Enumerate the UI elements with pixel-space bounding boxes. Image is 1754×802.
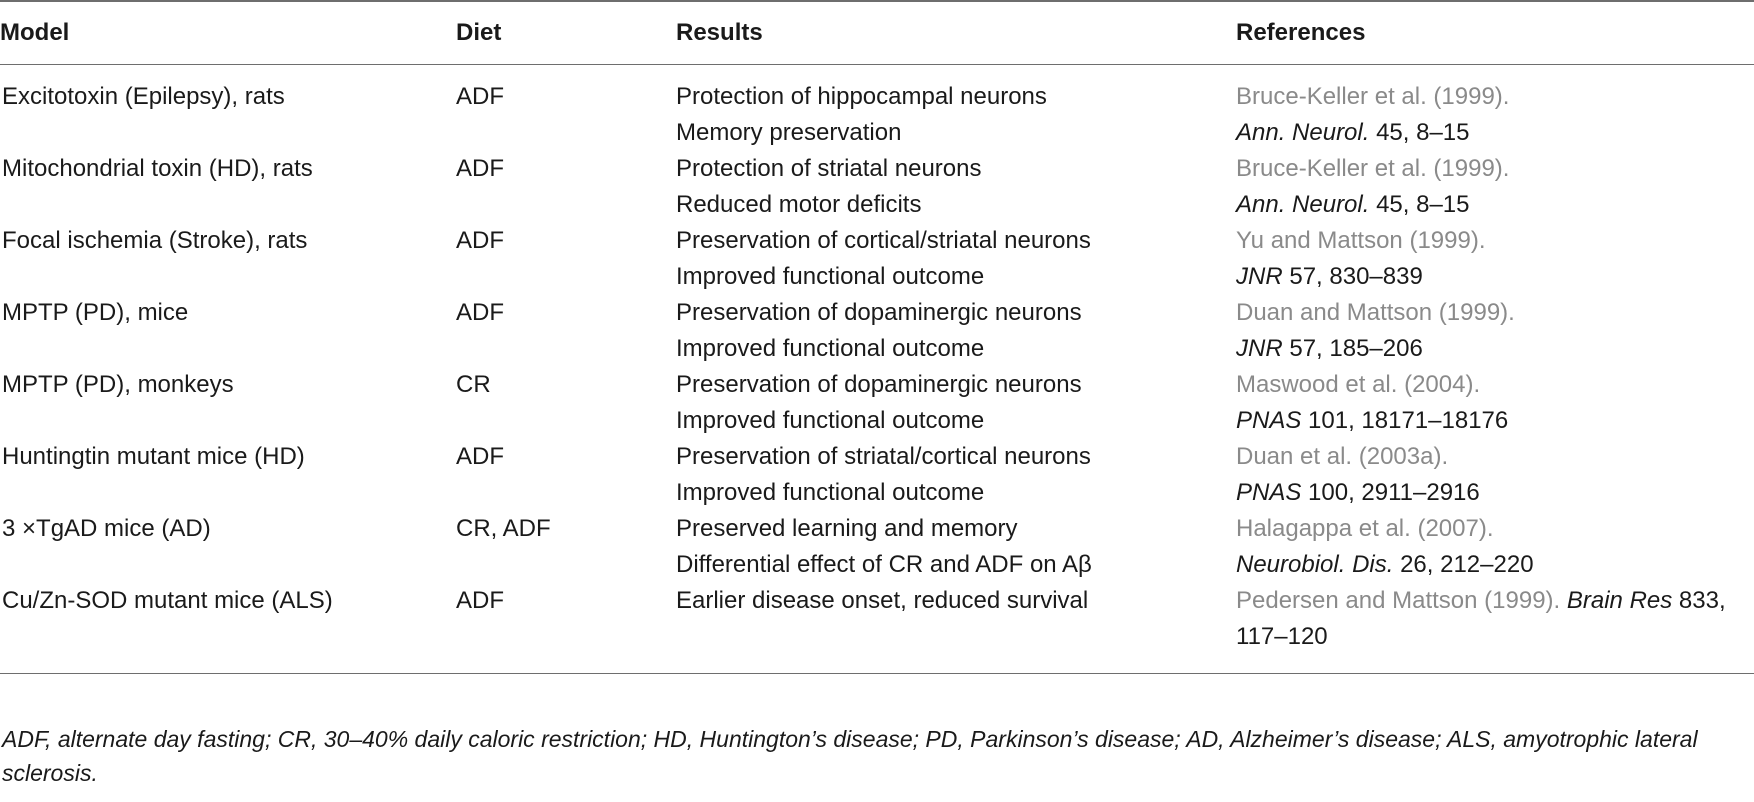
table-row: MPTP (PD), monkeys CR Preservation of dopa… xyxy=(0,367,1754,439)
diet-cell: ADF xyxy=(456,299,504,326)
journal-name: JNR xyxy=(1236,335,1283,362)
result-line: Protection of hippocampal neurons xyxy=(676,83,1047,110)
model-cell: MPTP (PD), mice xyxy=(2,299,189,326)
table-row: MPTP (PD), mice ADF Preservation of dopami… xyxy=(0,295,1754,367)
diet-cell: CR, ADF xyxy=(456,515,551,542)
reference-authors: Duan et al. (2003a). xyxy=(1236,443,1449,470)
result-line: Preservation of cortical/striatal neuron… xyxy=(676,227,1091,254)
table-row: Excitotoxin (Epilepsy), rats ADF Protectio… xyxy=(0,79,1754,151)
reference-authors: Pedersen and Mattson (1999). xyxy=(1236,587,1561,614)
journal-name: PNAS xyxy=(1236,479,1302,506)
result-line: Preservation of dopaminergic neurons xyxy=(676,299,1082,326)
reference-authors: Maswood et al. (2004). xyxy=(1236,371,1481,398)
diet-cell: ADF xyxy=(456,583,676,674)
results-cell: Preservation of dopaminergic neurons Impr… xyxy=(676,367,1236,439)
journal-details: 26, 212–220 xyxy=(1393,551,1534,578)
results-cell: Protection of hippocampal neurons Memory … xyxy=(676,79,1236,151)
journal-details: 101, 18171–18176 xyxy=(1301,407,1509,434)
reference-authors: Bruce-Keller et al. (1999). xyxy=(1236,155,1510,182)
reference-cell: Maswood et al. (2004). PNAS 101, 18171–18… xyxy=(1236,367,1754,439)
reference-journal-line: JNR 57, 185–206 xyxy=(1236,331,1754,367)
data-table: Model Diet Results References Excitotoxi… xyxy=(0,0,1754,674)
reference-cell: Pedersen and Mattson (1999). Brain Res 8… xyxy=(1236,583,1754,674)
result-line: Memory preservation xyxy=(676,119,902,146)
results-cell: Protection of striatal neurons Reduced mo… xyxy=(676,151,1236,223)
reference-cell: Bruce-Keller et al. (1999). Ann. Neurol. … xyxy=(1236,151,1754,223)
reference-journal-line: Neurobiol. Dis. 26, 212–220 xyxy=(1236,547,1754,583)
result-line: Improved functional outcome xyxy=(676,335,985,362)
result-line: Improved functional outcome xyxy=(676,263,985,290)
reference-authors: Halagappa et al. (2007). xyxy=(1236,515,1494,542)
result-line: Earlier disease onset, reduced survival xyxy=(676,587,1089,614)
results-cell: Preservation of dopaminergic neurons Impr… xyxy=(676,295,1236,367)
journal-name: Ann. Neurol. xyxy=(1236,191,1370,218)
reference-cell: Yu and Mattson (1999). JNR 57, 830–839 xyxy=(1236,223,1754,295)
result-line: Improved functional outcome xyxy=(676,479,985,506)
results-cell: Preservation of striatal/cortical neuron… xyxy=(676,439,1236,511)
reference-journal-line: PNAS 100, 2911–2916 xyxy=(1236,475,1754,511)
reference-cell: Halagappa et al. (2007). Neurobiol. Dis. … xyxy=(1236,511,1754,583)
journal-details: 45, 8–15 xyxy=(1369,191,1470,218)
result-line: Preserved learning and memory xyxy=(676,515,1018,542)
results-cell: Preservation of cortical/striatal neuron… xyxy=(676,223,1236,295)
journal-details: 45, 8–15 xyxy=(1369,119,1470,146)
diet-cell: ADF xyxy=(456,227,504,254)
result-line: Preservation of dopaminergic neurons xyxy=(676,371,1082,398)
journal-details-continued: 117–120 xyxy=(1236,623,1328,650)
reference-cell: Bruce-Keller et al. (1999). Ann. Neurol. … xyxy=(1236,79,1754,151)
result-line: Protection of striatal neurons xyxy=(676,155,982,182)
result-line: Improved functional outcome xyxy=(676,407,985,434)
result-line: Reduced motor deficits xyxy=(676,191,922,218)
journal-name: JNR xyxy=(1236,263,1283,290)
header-row: Model Diet Results References xyxy=(0,0,1754,65)
table-footnote: ADF, alternate day fasting; CR, 30–40% d… xyxy=(2,726,1698,786)
journal-details: 57, 185–206 xyxy=(1282,335,1423,362)
reference-authors: Bruce-Keller et al. (1999). xyxy=(1236,83,1510,110)
results-cell: Preserved learning and memory Differentia… xyxy=(676,511,1236,583)
reference-journal-line: Ann. Neurol. 45, 8–15 xyxy=(1236,115,1754,151)
model-cell: Huntingtin mutant mice (HD) xyxy=(2,443,305,470)
table-row: Mitochondrial toxin (HD), rats ADF Protect… xyxy=(0,151,1754,223)
reference-authors: Yu and Mattson (1999). xyxy=(1236,227,1486,254)
reference-cell: Duan et al. (2003a). PNAS 100, 2911–2916 xyxy=(1236,439,1754,511)
result-line: Preservation of striatal/cortical neuron… xyxy=(676,443,1091,470)
model-cell: Cu/Zn-SOD mutant mice (ALS) xyxy=(0,583,456,674)
diet-cell: ADF xyxy=(456,443,504,470)
model-cell: Mitochondrial toxin (HD), rats xyxy=(2,155,313,182)
table-row: Focal ischemia (Stroke), rats ADF Preserva… xyxy=(0,223,1754,295)
journal-details: 833, xyxy=(1672,587,1726,614)
table-row: 3 ×TgAD mice (AD) CR, ADF Preserved learni… xyxy=(0,511,1754,583)
reference-authors: Duan and Mattson (1999). xyxy=(1236,299,1515,326)
diet-cell: ADF xyxy=(456,83,504,110)
journal-name: Ann. Neurol. xyxy=(1236,119,1370,146)
reference-journal-line: JNR 57, 830–839 xyxy=(1236,259,1754,295)
table-row: Huntingtin mutant mice (HD) ADF Preservati… xyxy=(0,439,1754,511)
spacer-row xyxy=(0,65,1754,80)
result-line: Differential effect of CR and ADF on Aβ xyxy=(676,551,1092,578)
model-cell: Focal ischemia (Stroke), rats xyxy=(2,227,308,254)
header-diet: Diet xyxy=(456,0,676,65)
diet-cell: CR xyxy=(456,371,491,398)
model-cell: Excitotoxin (Epilepsy), rats xyxy=(2,83,285,110)
journal-details: 100, 2911–2916 xyxy=(1301,479,1480,506)
journal-name: Neurobiol. Dis. xyxy=(1236,551,1394,578)
results-cell: Earlier disease onset, reduced survival xyxy=(676,583,1236,674)
reference-journal-line: PNAS 101, 18171–18176 xyxy=(1236,403,1754,439)
model-cell: 3 ×TgAD mice (AD) xyxy=(2,515,211,542)
reference-journal-line: Pedersen and Mattson (1999). Brain Res 8… xyxy=(1236,583,1754,619)
header-references: References xyxy=(1236,0,1754,65)
table-row: Cu/Zn-SOD mutant mice (ALS) ADF Earlier di… xyxy=(0,583,1754,674)
journal-name: Brain Res xyxy=(1566,587,1673,614)
model-cell: MPTP (PD), monkeys xyxy=(2,371,234,398)
diet-cell: ADF xyxy=(456,155,504,182)
reference-cell: Duan and Mattson (1999). JNR 57, 185–206 xyxy=(1236,295,1754,367)
journal-details: 57, 830–839 xyxy=(1282,263,1423,290)
header-results: Results xyxy=(676,0,1236,65)
journal-name: PNAS xyxy=(1236,407,1302,434)
reference-journal-line: Ann. Neurol. 45, 8–15 xyxy=(1236,187,1754,223)
header-model: Model xyxy=(0,0,456,65)
